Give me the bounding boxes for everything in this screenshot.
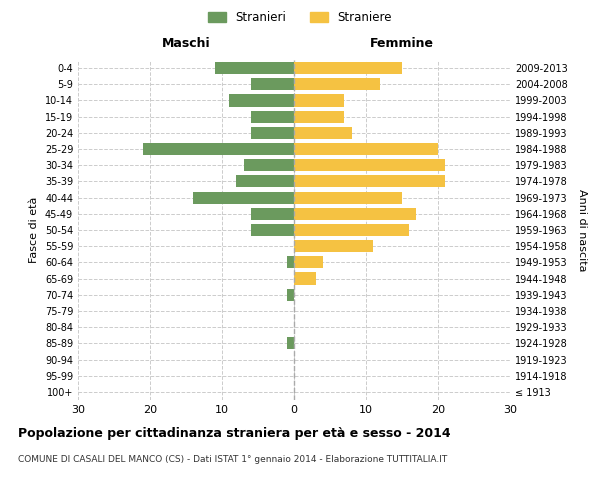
Bar <box>294 208 416 220</box>
Text: COMUNE DI CASALI DEL MANCO (CS) - Dati ISTAT 1° gennaio 2014 - Elaborazione TUTT: COMUNE DI CASALI DEL MANCO (CS) - Dati I… <box>18 455 447 464</box>
Bar <box>251 110 294 122</box>
Bar <box>287 288 294 301</box>
Bar <box>294 159 445 172</box>
Bar <box>294 256 323 268</box>
Text: Maschi: Maschi <box>161 37 211 50</box>
Bar <box>294 272 316 284</box>
Y-axis label: Fasce di età: Fasce di età <box>29 197 39 263</box>
Text: Popolazione per cittadinanza straniera per età e sesso - 2014: Popolazione per cittadinanza straniera p… <box>18 428 451 440</box>
Bar <box>193 192 294 203</box>
Bar <box>294 78 380 90</box>
Bar <box>229 94 294 106</box>
Bar <box>244 159 294 172</box>
Bar <box>287 256 294 268</box>
Bar <box>251 78 294 90</box>
Y-axis label: Anni di nascita: Anni di nascita <box>577 188 587 271</box>
Bar <box>251 224 294 236</box>
Bar <box>294 127 352 139</box>
Bar <box>236 176 294 188</box>
Bar <box>294 240 373 252</box>
Bar <box>294 192 402 203</box>
Bar <box>251 127 294 139</box>
Bar <box>287 338 294 349</box>
Bar <box>294 94 344 106</box>
Bar <box>294 62 402 74</box>
Bar <box>294 110 344 122</box>
Bar <box>251 208 294 220</box>
Bar <box>143 143 294 155</box>
Bar <box>294 176 445 188</box>
Bar <box>294 224 409 236</box>
Bar <box>294 143 438 155</box>
Bar <box>215 62 294 74</box>
Text: Femmine: Femmine <box>370 37 434 50</box>
Legend: Stranieri, Straniere: Stranieri, Straniere <box>208 11 392 24</box>
